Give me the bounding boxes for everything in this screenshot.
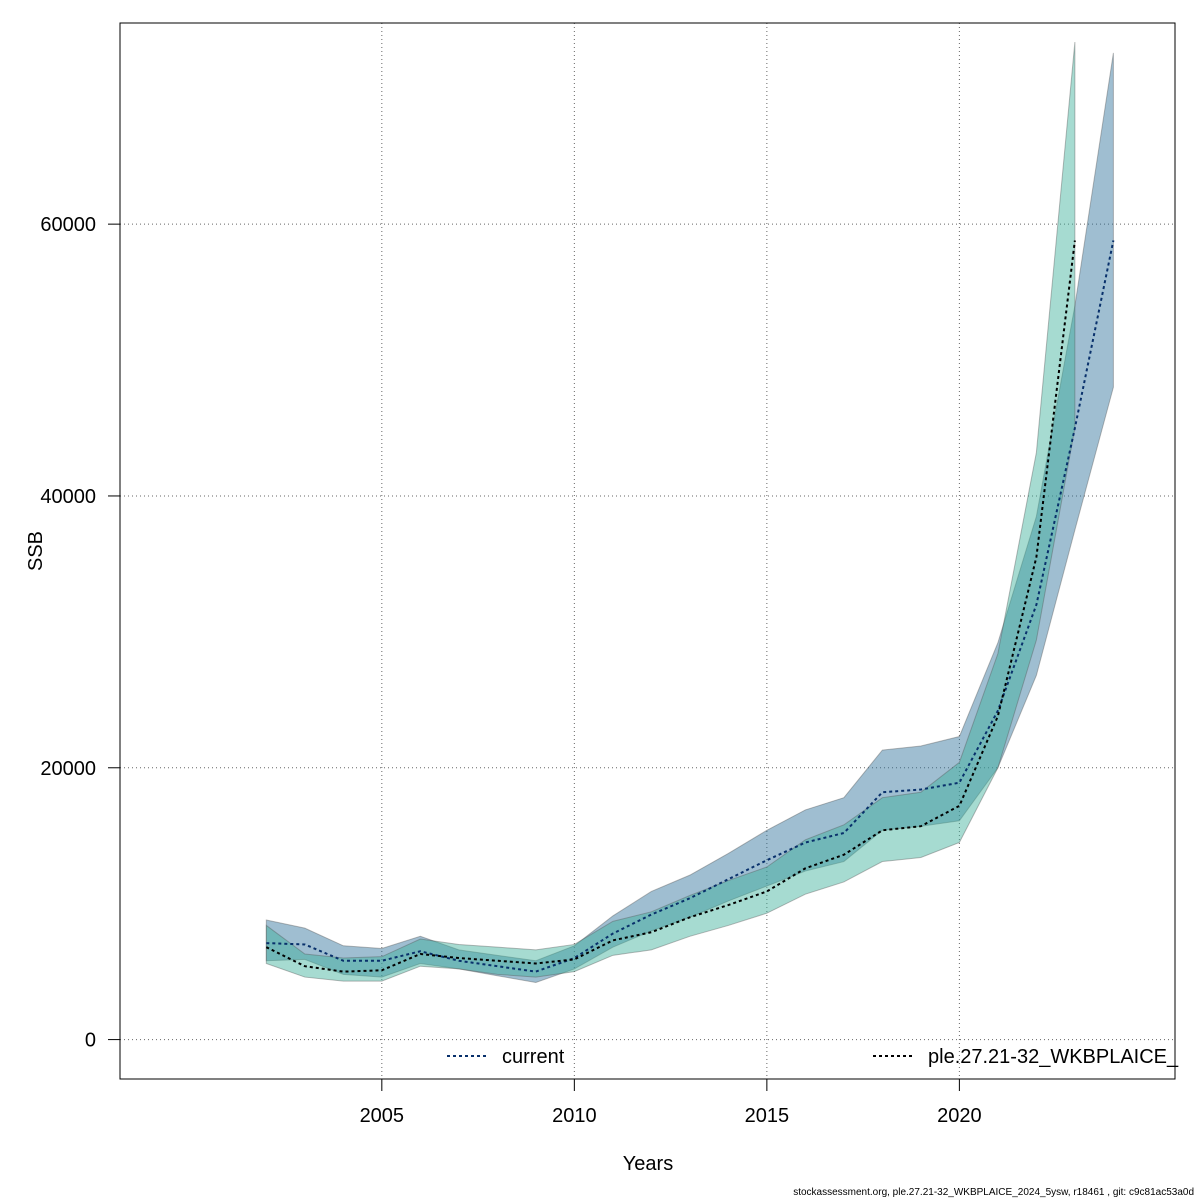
x-axis-label: Years [623,1153,673,1175]
confidence-band-1 [265,52,1114,984]
y-tick-label: 60000 [40,214,96,236]
legend-label-1: current [502,1046,565,1068]
footer-text: stockassessment.org, ple.27.21-32_WKBPLA… [793,1187,1194,1198]
grid-lines [120,23,1175,1079]
y-tick-label: 40000 [40,486,96,508]
series-line-2 [265,240,1076,973]
legend-label-2: ple.27.21-32_WKBPLAICE_ [928,1046,1179,1068]
x-tick-label: 2020 [937,1105,982,1127]
y-axis-label: SSB [25,531,47,571]
x-tick-label: 2010 [552,1105,597,1127]
x-tick-label: 2015 [745,1105,790,1127]
series-line-1 [266,240,1115,973]
confidence-band-2 [265,41,1076,982]
y-tick-label: 20000 [40,758,96,780]
y-axis: 0 20000 40000 60000 [40,214,121,1052]
series-lines [265,240,1115,973]
y-tick-label: 0 [85,1030,96,1052]
legend: current ple.27.21-32_WKBPLAICE_ [447,1046,1179,1068]
confidence-bands [265,41,1114,984]
x-axis: 2005 2010 2015 2020 [360,1078,982,1127]
x-tick-label: 2005 [360,1105,405,1127]
